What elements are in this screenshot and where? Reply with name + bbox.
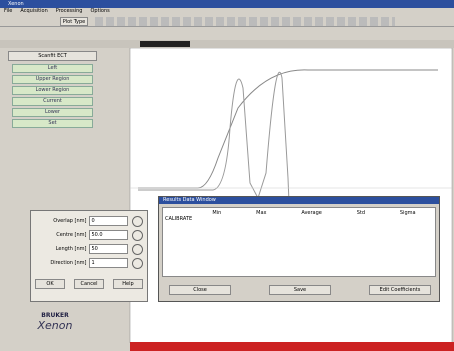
field-label: Length [nm]	[55, 246, 87, 252]
dialog-button[interactable]: Save	[269, 285, 331, 295]
dialog-title: Results Data Window	[159, 197, 439, 204]
tab-row	[0, 40, 454, 48]
field-input[interactable]: 50.0	[89, 230, 129, 240]
knob[interactable]	[132, 229, 143, 241]
logo-brand: BRUKER	[41, 312, 69, 319]
panel-button[interactable]: Lower Region	[12, 86, 93, 95]
logo: BRUKER Xenon	[20, 312, 90, 332]
window-title: Xenon	[8, 1, 24, 7]
logo-product: Xenon	[37, 319, 73, 332]
row-label: CALIBRATE	[165, 216, 193, 222]
toolbar-icons	[95, 17, 395, 26]
panel-button[interactable]: Left	[12, 64, 93, 73]
menu-item[interactable]: Acquisition	[20, 8, 48, 14]
menu-item[interactable]: Processing	[55, 8, 83, 14]
field-row: Overlap [nm] 0	[35, 215, 143, 227]
field-label: Overlap [nm]	[53, 218, 87, 224]
panel-header: Scanfit ECT	[8, 51, 97, 61]
column-header: Min	[212, 210, 222, 216]
field-row: Direction [nm] 1	[35, 257, 143, 269]
panel-button[interactable]: Upper Region	[12, 75, 93, 84]
knob[interactable]	[132, 243, 143, 255]
field-label: Direction [nm]	[50, 260, 87, 266]
params-dialog: Overlap [nm] 0 Centre [nm] 50.0 Length [nm] 5…	[30, 210, 148, 302]
dialog-button[interactable]: Help	[113, 279, 143, 289]
column-header: Average	[301, 210, 322, 216]
button-row: OK Cancel Help	[35, 279, 143, 289]
plot-type-button[interactable]: Plot Type	[60, 17, 88, 26]
field-row: Length [nm] 50	[35, 243, 143, 255]
column-header: Max	[256, 210, 267, 216]
dialog-button[interactable]: Close	[169, 285, 231, 295]
field-row: Centre [nm] 50.0	[35, 229, 143, 241]
field-label: Centre [nm]	[56, 232, 87, 238]
dialog-button[interactable]: Edit Coefficients	[369, 285, 431, 295]
knob[interactable]	[132, 257, 143, 269]
menu-item[interactable]: Options	[90, 8, 110, 14]
field-input[interactable]: 1	[89, 258, 129, 268]
knob[interactable]	[132, 215, 143, 227]
panel-button[interactable]: Lower	[12, 108, 93, 117]
results-table: Min Max Average Std Sigma CALIBRATE	[162, 207, 436, 277]
column-header: Sigma	[399, 210, 416, 216]
title-bar: Xenon	[0, 0, 454, 8]
field-input[interactable]: 50	[89, 244, 129, 254]
active-field[interactable]	[140, 41, 190, 47]
menu-item[interactable]: File	[4, 8, 13, 14]
menu-bar: File Acquisition Processing Options	[0, 8, 454, 15]
left-panel: Scanfit ECT Left Upper Region Lower Region…	[0, 48, 105, 153]
panel-button[interactable]: Set	[12, 119, 93, 128]
dialog-button[interactable]: Cancel	[74, 279, 104, 289]
results-dialog: Results Data Window Min Max Average Std Sigm…	[158, 196, 440, 302]
toolbar: Plot Type	[0, 15, 454, 27]
field-input[interactable]: 0	[89, 216, 129, 226]
column-header: Std	[356, 210, 366, 216]
dialog-button[interactable]: OK	[35, 279, 65, 289]
panel-button[interactable]: Current	[12, 97, 93, 106]
status-bar	[130, 342, 454, 351]
